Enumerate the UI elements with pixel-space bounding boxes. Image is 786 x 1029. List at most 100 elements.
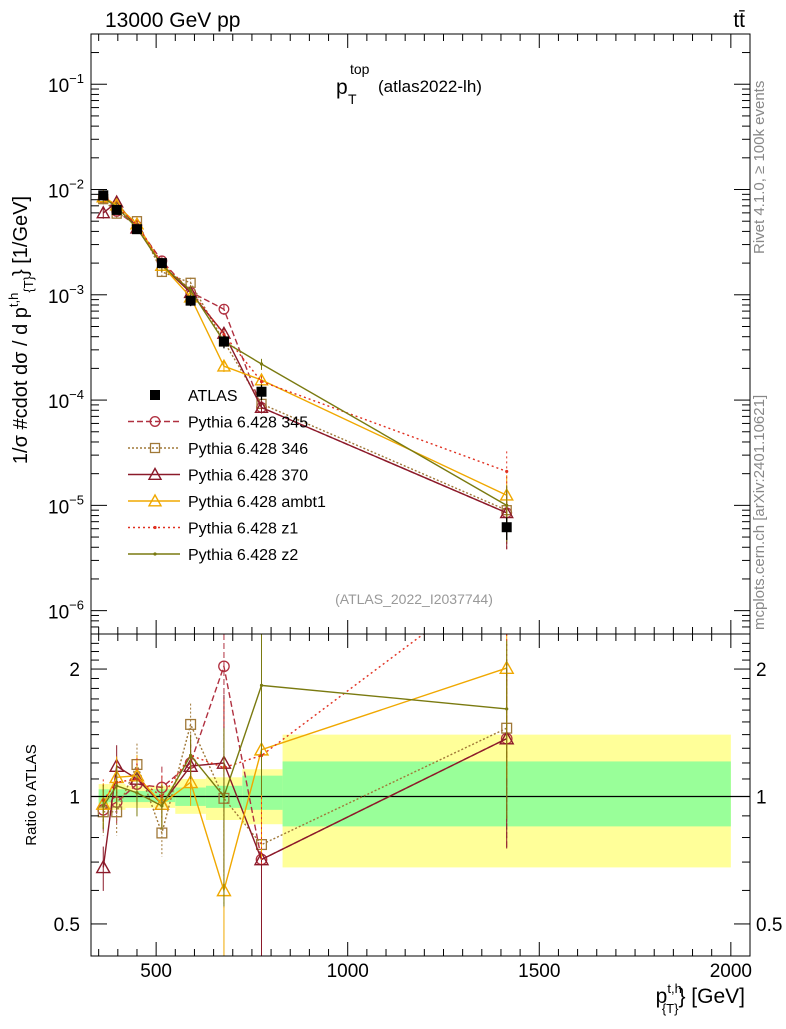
legend-marker [153,525,157,530]
mc-marker [189,288,193,293]
ratio-series [101,634,509,907]
legend-label: Pythia 6.428 345 [188,415,308,432]
mc-marker [96,205,111,219]
ratio-marker [185,718,197,730]
ratio-y-tick-label: 1 [69,787,80,808]
ratio-series-line [102,663,508,861]
ratio-marker [218,660,230,673]
collision-label: 13000 GeV pp [105,9,240,32]
ratio-curves [95,634,515,956]
data-marker [98,190,109,201]
watermark: (ATLAS_2022_I2037744) [335,591,493,607]
y-tick-label: 10−1 [48,71,84,97]
ratio-series-line [102,737,508,868]
legend-entry: Pythia 6.428 ambt1 [128,493,326,511]
mc-marker [259,362,264,366]
x-tick-label: 2000 [710,961,752,982]
ratio-ylabel: Ratio to ATLAS [23,744,40,845]
ratio-y-tick-label: 0.5 [54,915,80,936]
ratio-frame [90,633,751,957]
ratio-marker [222,794,226,799]
legend-label: Pythia 6.428 ambt1 [188,494,326,511]
x-tick-label: 1500 [518,961,560,982]
mc-marker [222,332,226,337]
ratio-y-tick-label-right: 0.5 [756,915,782,936]
ratio-y-tick-label-right: 2 [756,660,767,681]
mc-marker [259,379,264,384]
data-marker [111,204,122,215]
ratio-marker [505,707,509,711]
legend-label: Pythia 6.428 z1 [188,521,298,538]
ratio-marker [160,804,164,808]
ratio-panel: 0.5 0.5 1 1 2 2 500 1000 1500 2000 Ratio to ATLAS… [23,633,782,1016]
main-title: p top T (atlas2022-lh) [336,61,482,107]
mc-marker [216,358,232,372]
legend-label: ATLAS [188,388,238,405]
mc-marker [254,400,269,414]
y-tick-label: 10−2 [48,177,84,203]
rivet-version-label: Rivet 4.1.0, ≥ 100k events [751,81,768,254]
main-data-points [98,190,512,540]
process-label: tt̄ [733,9,745,32]
x-tick-label: 500 [140,961,172,982]
mc-series-line [102,198,507,514]
legend-entry: Pythia 6.428 370 [128,467,308,485]
data-marker [256,386,267,397]
ratio-marker [189,753,193,758]
mc-marker [505,503,509,507]
mc-series-line [102,196,508,507]
legend-marker [147,493,163,507]
ratio-marker [115,784,119,788]
ratio-xlabel-text: pt,h {T}} [GeV] [656,981,745,1016]
x-tick-label: 1000 [327,961,369,982]
ratio-axis-ticks: 0.5 0.5 1 1 2 2 500 1000 1500 2000 [54,634,782,982]
main-title-p: p [336,76,348,99]
main-ylabel-text: 1/σ #cdot dσ / d pt,h{T}} [1/GeV] [6,196,36,464]
ratio-marker [259,683,264,687]
ratio-marker [182,774,199,789]
data-marker [156,258,167,269]
legend-label: Pythia 6.428 z2 [188,547,298,564]
ratio-marker [95,859,111,874]
y-tick-label: 10−4 [48,387,84,413]
main-ylabel: 1/σ #cdot dσ / d pt,h{T}} [1/GeV] [6,196,36,464]
data-marker [185,295,196,306]
mc-series-line [102,198,507,511]
legend-label: Pythia 6.428 370 [188,468,308,485]
legend: ATLAS Pythia 6.428 345 Pythia 6.428 346 Pyt… [128,388,326,564]
mc-series [101,191,509,508]
legend-entry: Pythia 6.428 346 [128,441,308,458]
legend-entry-data: ATLAS [150,388,238,405]
ratio-series-line [102,684,507,807]
main-title-suffix: (atlas2022-lh) [378,77,482,96]
mcplots-label: mcplots.cern.ch [arXiv:2401.10621] [751,395,768,630]
legend-marker [153,552,157,556]
ratio-y-tick-label-right: 1 [756,787,767,808]
data-marker [501,522,512,533]
main-title-sub: T [348,91,357,107]
y-tick-label: 10−3 [48,282,84,308]
main-panel: 10−1 10−2 10−3 10−4 10−5 10−6 p top T (atlas2… [6,33,751,635]
main-axis-ticks: 10−1 10−2 10−3 10−4 10−5 10−6 [48,34,751,635]
ratio-series-line [103,722,508,846]
y-tick-label: 10−5 [48,492,84,518]
legend-entry: Pythia 6.428 345 [128,415,308,432]
ratio-marker [253,851,270,866]
main-title-sup: top [350,61,370,77]
mc-marker [505,469,509,474]
legend-marker [149,416,161,427]
legend-marker [147,467,163,480]
legend-label: Pythia 6.428 346 [188,441,308,458]
ratio-series-line [102,634,425,801]
legend-marker [149,442,161,454]
ratio-xlabel: pt,h {T}} [GeV] [656,981,745,1016]
legend-data-marker [150,390,160,400]
ratio-y-tick-label: 2 [69,660,80,681]
mc-marker [218,303,230,315]
main-frame [90,33,751,635]
data-marker [131,224,142,235]
y-tick-label: 10−6 [48,598,84,624]
ratio-marker [135,791,139,795]
data-marker [218,336,229,347]
